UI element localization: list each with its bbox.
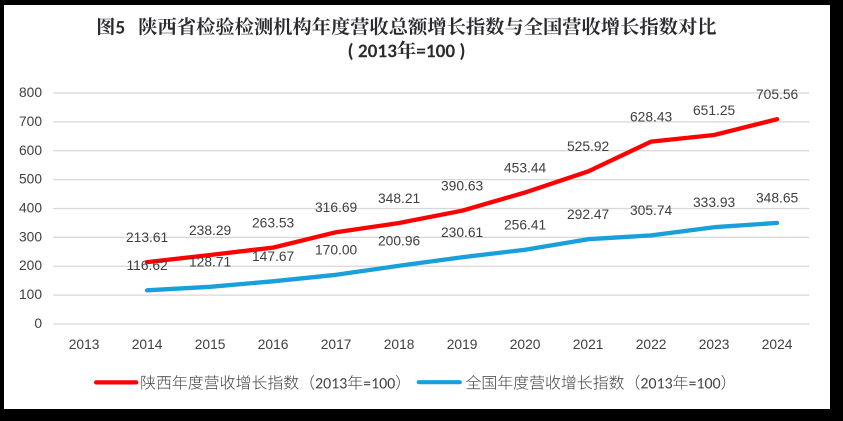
svg-text:453.44: 453.44 <box>504 160 547 175</box>
svg-text:2014: 2014 <box>132 337 163 352</box>
svg-text:348.21: 348.21 <box>378 191 420 206</box>
svg-text:390.63: 390.63 <box>441 179 484 194</box>
svg-text:2015: 2015 <box>195 337 226 352</box>
svg-text:600: 600 <box>19 143 42 158</box>
svg-text:700: 700 <box>19 114 42 129</box>
svg-text:628.43: 628.43 <box>630 109 673 124</box>
svg-text:2013: 2013 <box>69 337 100 352</box>
svg-text:2019: 2019 <box>447 337 478 352</box>
svg-text:100: 100 <box>19 287 42 302</box>
svg-text:705.56: 705.56 <box>756 87 799 102</box>
svg-text:348.65: 348.65 <box>756 191 799 206</box>
svg-text:525.92: 525.92 <box>567 139 609 154</box>
svg-text:2023: 2023 <box>699 337 730 352</box>
svg-text:2016: 2016 <box>258 337 289 352</box>
svg-text:147.67: 147.67 <box>252 249 294 264</box>
svg-text:170.00: 170.00 <box>315 243 358 258</box>
svg-text:256.41: 256.41 <box>504 218 546 233</box>
svg-text:2024: 2024 <box>762 337 793 352</box>
svg-text:200: 200 <box>19 258 42 273</box>
svg-text:800: 800 <box>19 85 42 100</box>
svg-text:200.96: 200.96 <box>378 234 421 249</box>
svg-text:292.47: 292.47 <box>567 207 609 222</box>
svg-text:116.62: 116.62 <box>127 258 168 273</box>
svg-text:2018: 2018 <box>384 337 415 352</box>
svg-text:128.71: 128.71 <box>189 255 231 270</box>
svg-text:0: 0 <box>34 316 42 331</box>
svg-text:305.74: 305.74 <box>630 203 673 218</box>
svg-text:230.61: 230.61 <box>441 225 483 240</box>
svg-text:263.53: 263.53 <box>252 215 295 230</box>
svg-text:316.69: 316.69 <box>315 200 358 215</box>
svg-text:500: 500 <box>19 172 42 187</box>
svg-text:238.29: 238.29 <box>189 223 232 238</box>
svg-text:2021: 2021 <box>573 337 604 352</box>
svg-text:2022: 2022 <box>636 337 667 352</box>
svg-text:651.25: 651.25 <box>693 103 736 118</box>
svg-text:2017: 2017 <box>321 337 352 352</box>
svg-text:300: 300 <box>19 229 42 244</box>
svg-text:213.61: 213.61 <box>126 230 168 245</box>
svg-text:400: 400 <box>19 201 42 216</box>
svg-text:2020: 2020 <box>510 337 541 352</box>
svg-text:333.93: 333.93 <box>693 195 736 210</box>
